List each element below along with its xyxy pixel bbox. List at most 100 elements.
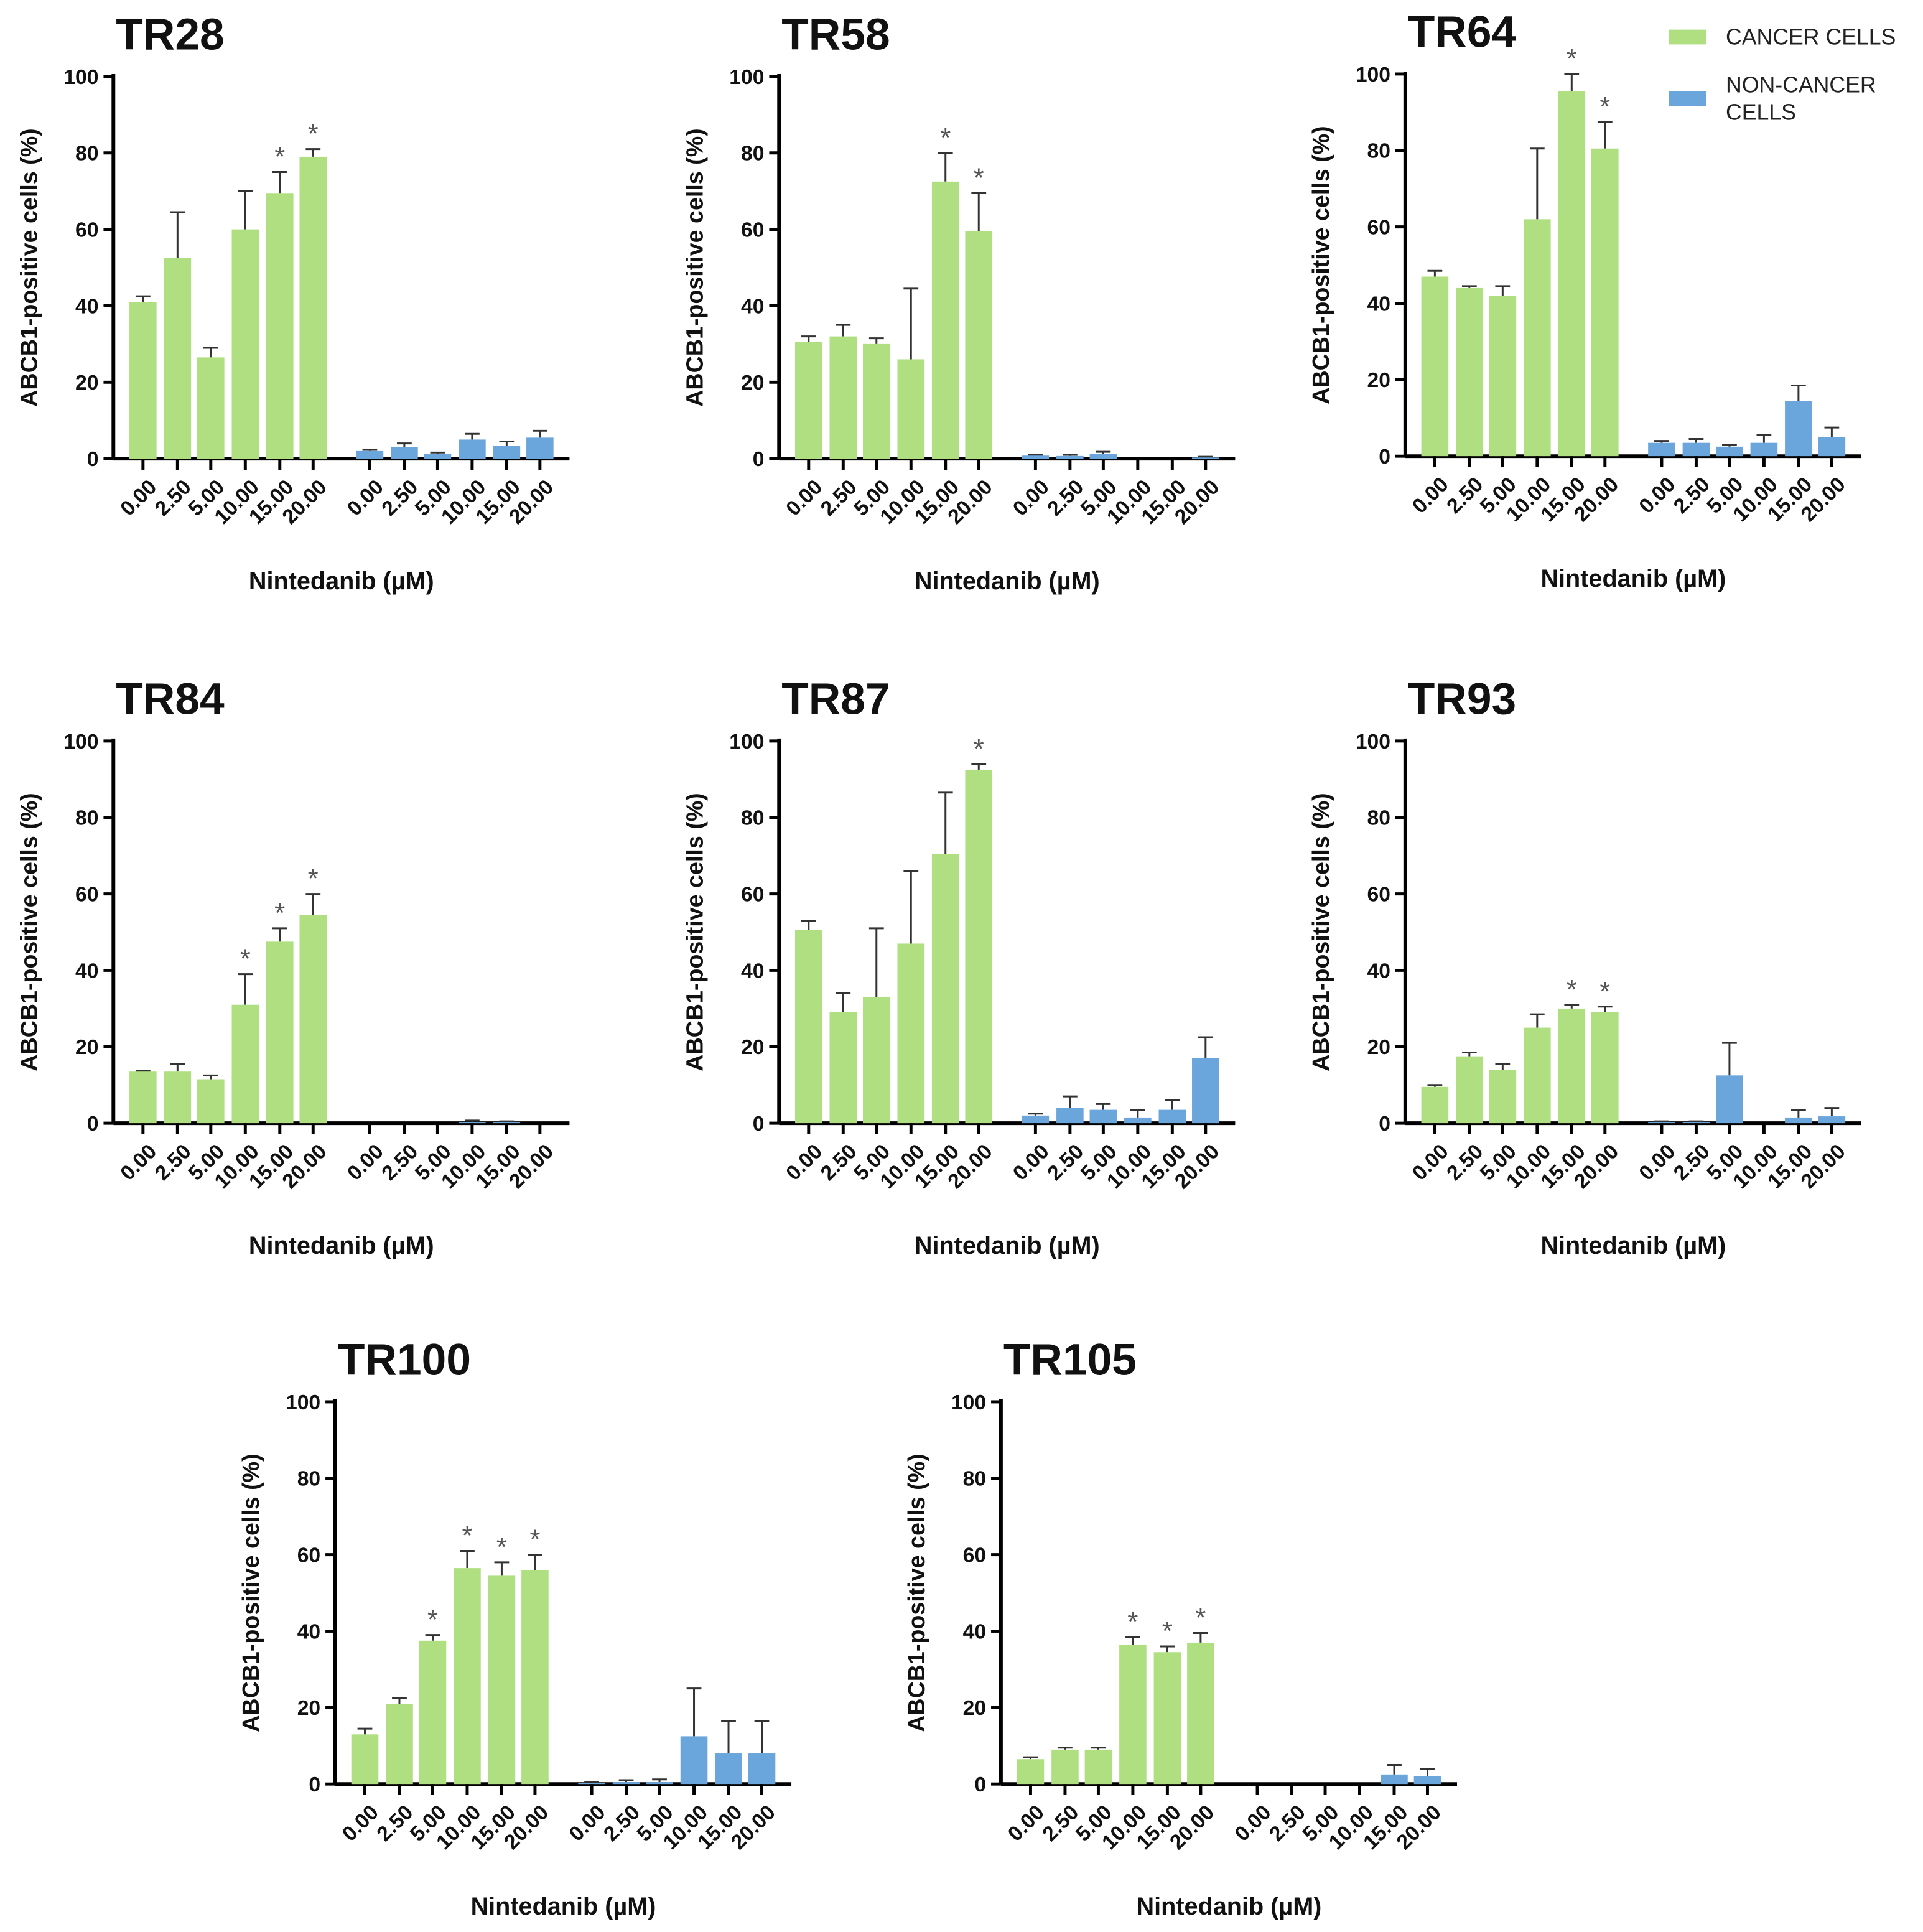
y-tick-label: 80 (75, 807, 98, 830)
bar-cancer (164, 1071, 192, 1124)
significance-star: * (1599, 977, 1610, 1007)
bar-cancer (965, 231, 993, 459)
y-tick-label: 20 (75, 1036, 98, 1059)
y-tick-label: 0 (87, 1113, 99, 1136)
significance-star: * (462, 1521, 472, 1551)
legend-swatch (1669, 91, 1706, 106)
bar-cancer (1524, 1027, 1551, 1124)
panel-tr84: TR84 ABCB1-positive cells (%) 0 20 40 60 80 100… (16, 674, 570, 1259)
y-tick-label: 60 (1367, 217, 1390, 240)
significance-star: * (496, 1533, 507, 1562)
bar-non-cancer (493, 1122, 521, 1124)
bar-cancer (521, 1570, 549, 1785)
bar-cancer (931, 854, 959, 1124)
bar-non-cancer (1022, 455, 1050, 459)
y-tick-label: 60 (75, 218, 98, 241)
y-tick-label: 20 (1367, 369, 1390, 392)
y-tick-label: 40 (1367, 959, 1390, 982)
x-tick-label: 0.00 (1008, 475, 1054, 521)
x-tick-label: 0.00 (116, 1140, 162, 1185)
bar-non-cancer (1785, 1117, 1812, 1124)
x-axis-label: Nintedanib (µM) (471, 1893, 656, 1920)
bar-cancer (1421, 276, 1449, 457)
bar-cancer (351, 1734, 379, 1785)
x-tick-label: 0.00 (343, 1140, 388, 1185)
bar-cancer (862, 343, 890, 459)
panel-tr100: TR100 ABCB1-positive cells (%) 0 20 40 60 80 10… (238, 1335, 792, 1920)
panel-tr105: TR105 ABCB1-positive cells (%) 0 20 40 60 80 10… (903, 1335, 1458, 1920)
bar-cancer (266, 193, 294, 459)
y-tick-label: 80 (75, 142, 98, 166)
y-tick-label: 100 (729, 730, 764, 754)
bar-non-cancer (493, 446, 521, 459)
significance-star: * (427, 1605, 438, 1635)
y-tick-label: 80 (741, 807, 764, 830)
bar-cancer (197, 1079, 225, 1124)
y-tick-label: 60 (741, 218, 764, 241)
bar-non-cancer (1089, 1109, 1117, 1124)
y-tick-label: 100 (63, 66, 98, 89)
x-tick-label: 0.00 (1635, 1140, 1680, 1185)
panel-tr93: TR93 ABCB1-positive cells (%) 0 20 40 60 80 100… (1308, 674, 1861, 1259)
y-axis-label: ABCB1-positive cells (%) (1308, 126, 1334, 404)
bar-non-cancer (646, 1782, 673, 1785)
y-tick-label: 20 (297, 1697, 320, 1720)
bar-cancer (1456, 287, 1483, 457)
bar-cancer (386, 1704, 413, 1785)
panel-title: TR64 (1408, 7, 1517, 57)
bar-cancer (1187, 1642, 1214, 1785)
y-tick-label: 100 (63, 730, 98, 754)
bar-cancer (862, 997, 890, 1124)
y-tick-label: 0 (753, 448, 765, 471)
x-tick-label: 0.00 (343, 475, 388, 521)
x-tick-label: 0.00 (782, 475, 827, 521)
x-tick-label: 0.00 (1003, 1801, 1049, 1846)
y-axis-label: ABCB1-positive cells (%) (1308, 793, 1334, 1071)
bar-non-cancer (1192, 1058, 1219, 1124)
significance-star: * (1599, 92, 1610, 122)
bar-non-cancer (1056, 1108, 1084, 1124)
y-tick-label: 100 (729, 66, 764, 89)
bar-cancer (1524, 219, 1551, 457)
bar-non-cancer (1682, 442, 1710, 457)
y-tick-label: 60 (297, 1544, 320, 1567)
x-tick-label: 0.00 (1408, 473, 1453, 518)
bar-cancer (829, 336, 857, 459)
y-tick-label: 100 (286, 1391, 320, 1414)
bar-cancer (1051, 1749, 1079, 1785)
y-tick-label: 40 (741, 959, 764, 982)
bar-non-cancer (1785, 401, 1812, 457)
bar-cancer (266, 941, 294, 1124)
y-tick-label: 100 (1356, 63, 1390, 86)
y-axis-label: ABCB1-positive cells (%) (16, 793, 42, 1071)
bar-cancer (1591, 148, 1619, 457)
significance-star: * (1127, 1607, 1138, 1637)
bar-cancer (231, 1004, 259, 1124)
significance-star: * (974, 734, 984, 764)
y-tick-label: 60 (1367, 883, 1390, 906)
y-tick-label: 20 (741, 371, 764, 394)
y-tick-label: 20 (963, 1697, 986, 1720)
bar-non-cancer (715, 1753, 742, 1785)
x-axis-label: Nintedanib (µM) (915, 1232, 1100, 1259)
bar-non-cancer (459, 1122, 486, 1124)
x-tick-label: 0.00 (1635, 473, 1680, 518)
panel-tr64: TR64 ABCB1-positive cells (%) 0 20 40 60 80 100… (1308, 7, 1861, 592)
x-axis-label: Nintedanib (µM) (1540, 565, 1726, 592)
bar-cancer (488, 1575, 516, 1785)
x-tick-label: 0.00 (338, 1801, 383, 1846)
x-tick-label: 0.00 (1008, 1140, 1054, 1185)
bar-cancer (1489, 1070, 1517, 1124)
panel-title: TR87 (781, 674, 890, 724)
bar-non-cancer (1089, 454, 1117, 459)
bar-non-cancer (459, 439, 486, 459)
bar-cancer (299, 915, 327, 1124)
y-tick-label: 80 (297, 1468, 320, 1491)
significance-star: * (1195, 1603, 1206, 1633)
bar-non-cancer (1413, 1776, 1441, 1785)
y-tick-label: 80 (1367, 807, 1390, 830)
y-tick-label: 40 (741, 295, 764, 318)
y-tick-label: 0 (87, 448, 99, 471)
bar-non-cancer (1750, 442, 1778, 457)
y-tick-label: 60 (75, 883, 98, 906)
